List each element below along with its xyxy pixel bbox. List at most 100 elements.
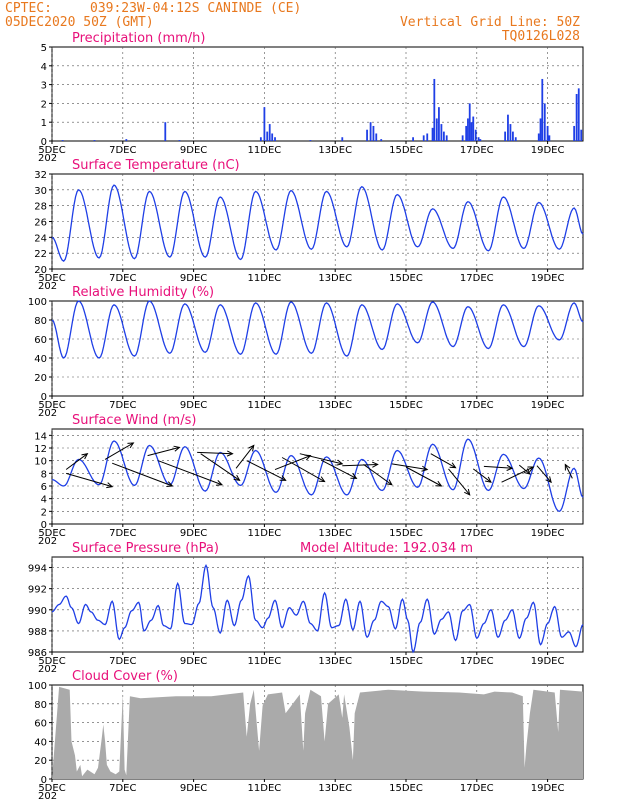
ytick-label: 20 [34,756,47,767]
wind-arrow-head [318,476,326,483]
ytick-label: 26 [34,218,47,229]
xtick-label: 9DEC [180,656,207,667]
header: CPTEC: 039:23W-04:12S CANINDE (CE) 05DEC… [5,1,580,44]
xtick-label: 5DEC [38,145,65,156]
wind-arrow-shaft [483,465,513,469]
precip-bar [178,140,181,141]
wind-arrow-shaft [299,453,343,465]
wind-arrow-head [449,462,457,469]
precip-bar [512,131,514,141]
panel-frame [51,556,584,653]
xtick-label: 15DEC [389,528,423,539]
wind-arrow-head [371,461,379,468]
xtick-year: 202 [38,536,57,547]
xtick-label: 13DEC [318,528,352,539]
pres-line [51,563,584,654]
precip-bar [468,103,471,141]
ytick-label: 5 [41,43,47,54]
ytick-label: 0 [41,775,47,786]
panel-frame [51,300,584,397]
wind-arrow-head [215,480,223,486]
precip-bar [372,125,375,141]
precip-bar [266,131,269,141]
precip-bar [548,135,551,141]
wind-arrow-shaft [65,453,88,470]
xtick-label: 11DEC [248,783,282,794]
wind-arrow-shaft [363,464,393,486]
precip-bar [541,78,544,141]
wind-arrow-shaft [197,451,233,455]
xtick-label: 5DEC [38,783,65,794]
precip-bar [422,135,425,141]
precip-bar [580,129,583,141]
header-org: CPTEC: [5,1,52,16]
precip-bar [474,129,477,141]
xtick-label: 17DEC [460,273,494,284]
precip-bar [164,122,167,141]
ytick-label: 6 [41,482,47,493]
xtick-label: 13DEC [318,400,352,411]
precip-bar [575,94,578,141]
precip-bar [537,133,540,141]
precip-bar [507,114,509,141]
panel-title-precip: Precipitation (mm/h) [72,31,205,46]
ytick-label: 0 [41,520,47,531]
wind-arrow-head [564,463,571,471]
ytick-label: 994 [28,564,47,575]
precip-bar [93,140,96,141]
panel-cloud: Cloud Cover (%) 0 20 40 60 80 100 5DEC 7DEC 9DEC 1… [28,669,584,800]
xtick-label: 19DEC [531,528,565,539]
precip-bar [470,122,473,141]
precip-bar [440,124,443,141]
wind-arrow-shaft [200,453,240,481]
xtick-label: 15DEC [389,656,423,667]
ytick-label: 2 [41,99,47,110]
wind-arrow-head [350,473,358,479]
wind-arrow-head [435,480,443,487]
wind-arrow-head [166,481,174,488]
xtick-label: 17DEC [460,656,494,667]
ytick-label: 8 [41,469,47,480]
ytick-label: 12 [34,444,47,455]
temp-line [51,184,584,262]
xtick-label: 19DEC [531,783,565,794]
wind-arrow-shaft [430,453,456,469]
xtick-label: 7DEC [109,273,136,284]
ytick-label: 28 [34,202,47,213]
xtick-label: 11DEC [248,273,282,284]
wind-arrow-head [248,444,255,452]
xtick-label: 15DEC [389,145,423,156]
precip-bar [504,131,507,141]
precip-bar [479,139,482,141]
wind-arrow-head [127,442,135,449]
ytick-label: 60 [34,719,47,730]
panel-subtitle-pres: Model Altitude: 192.034 m [300,541,473,556]
xtick-label: 9DEC [180,400,207,411]
precip-bar [467,118,469,141]
xtick-label: 11DEC [248,400,282,411]
wind-arrow-shaft [104,442,134,460]
wind-arrow-shaft [274,455,311,470]
wind-arrow-shaft [342,463,378,467]
ytick-label: 40 [34,354,47,365]
xtick-label: 7DEC [109,783,136,794]
ytick-label: 2 [41,507,47,518]
xtick-label: 7DEC [109,656,136,667]
xtick-label: 13DEC [318,783,352,794]
xtick-label: 9DEC [180,783,207,794]
precip-bar [445,135,448,141]
xtick-label: 7DEC [109,400,136,411]
wind-arrow-head [173,445,181,452]
xtick-label: 13DEC [318,145,352,156]
xtick-label: 13DEC [318,656,352,667]
precip-bar [461,135,464,141]
precip-bar [274,137,276,141]
wind-arrow-head [106,482,114,489]
xtick-label: 5DEC [38,528,65,539]
wind-arrow-head [464,488,471,496]
xtick-label: 15DEC [389,400,423,411]
xtick-label: 15DEC [389,273,423,284]
ytick-label: 100 [28,297,47,308]
ytick-label: 988 [28,627,47,638]
